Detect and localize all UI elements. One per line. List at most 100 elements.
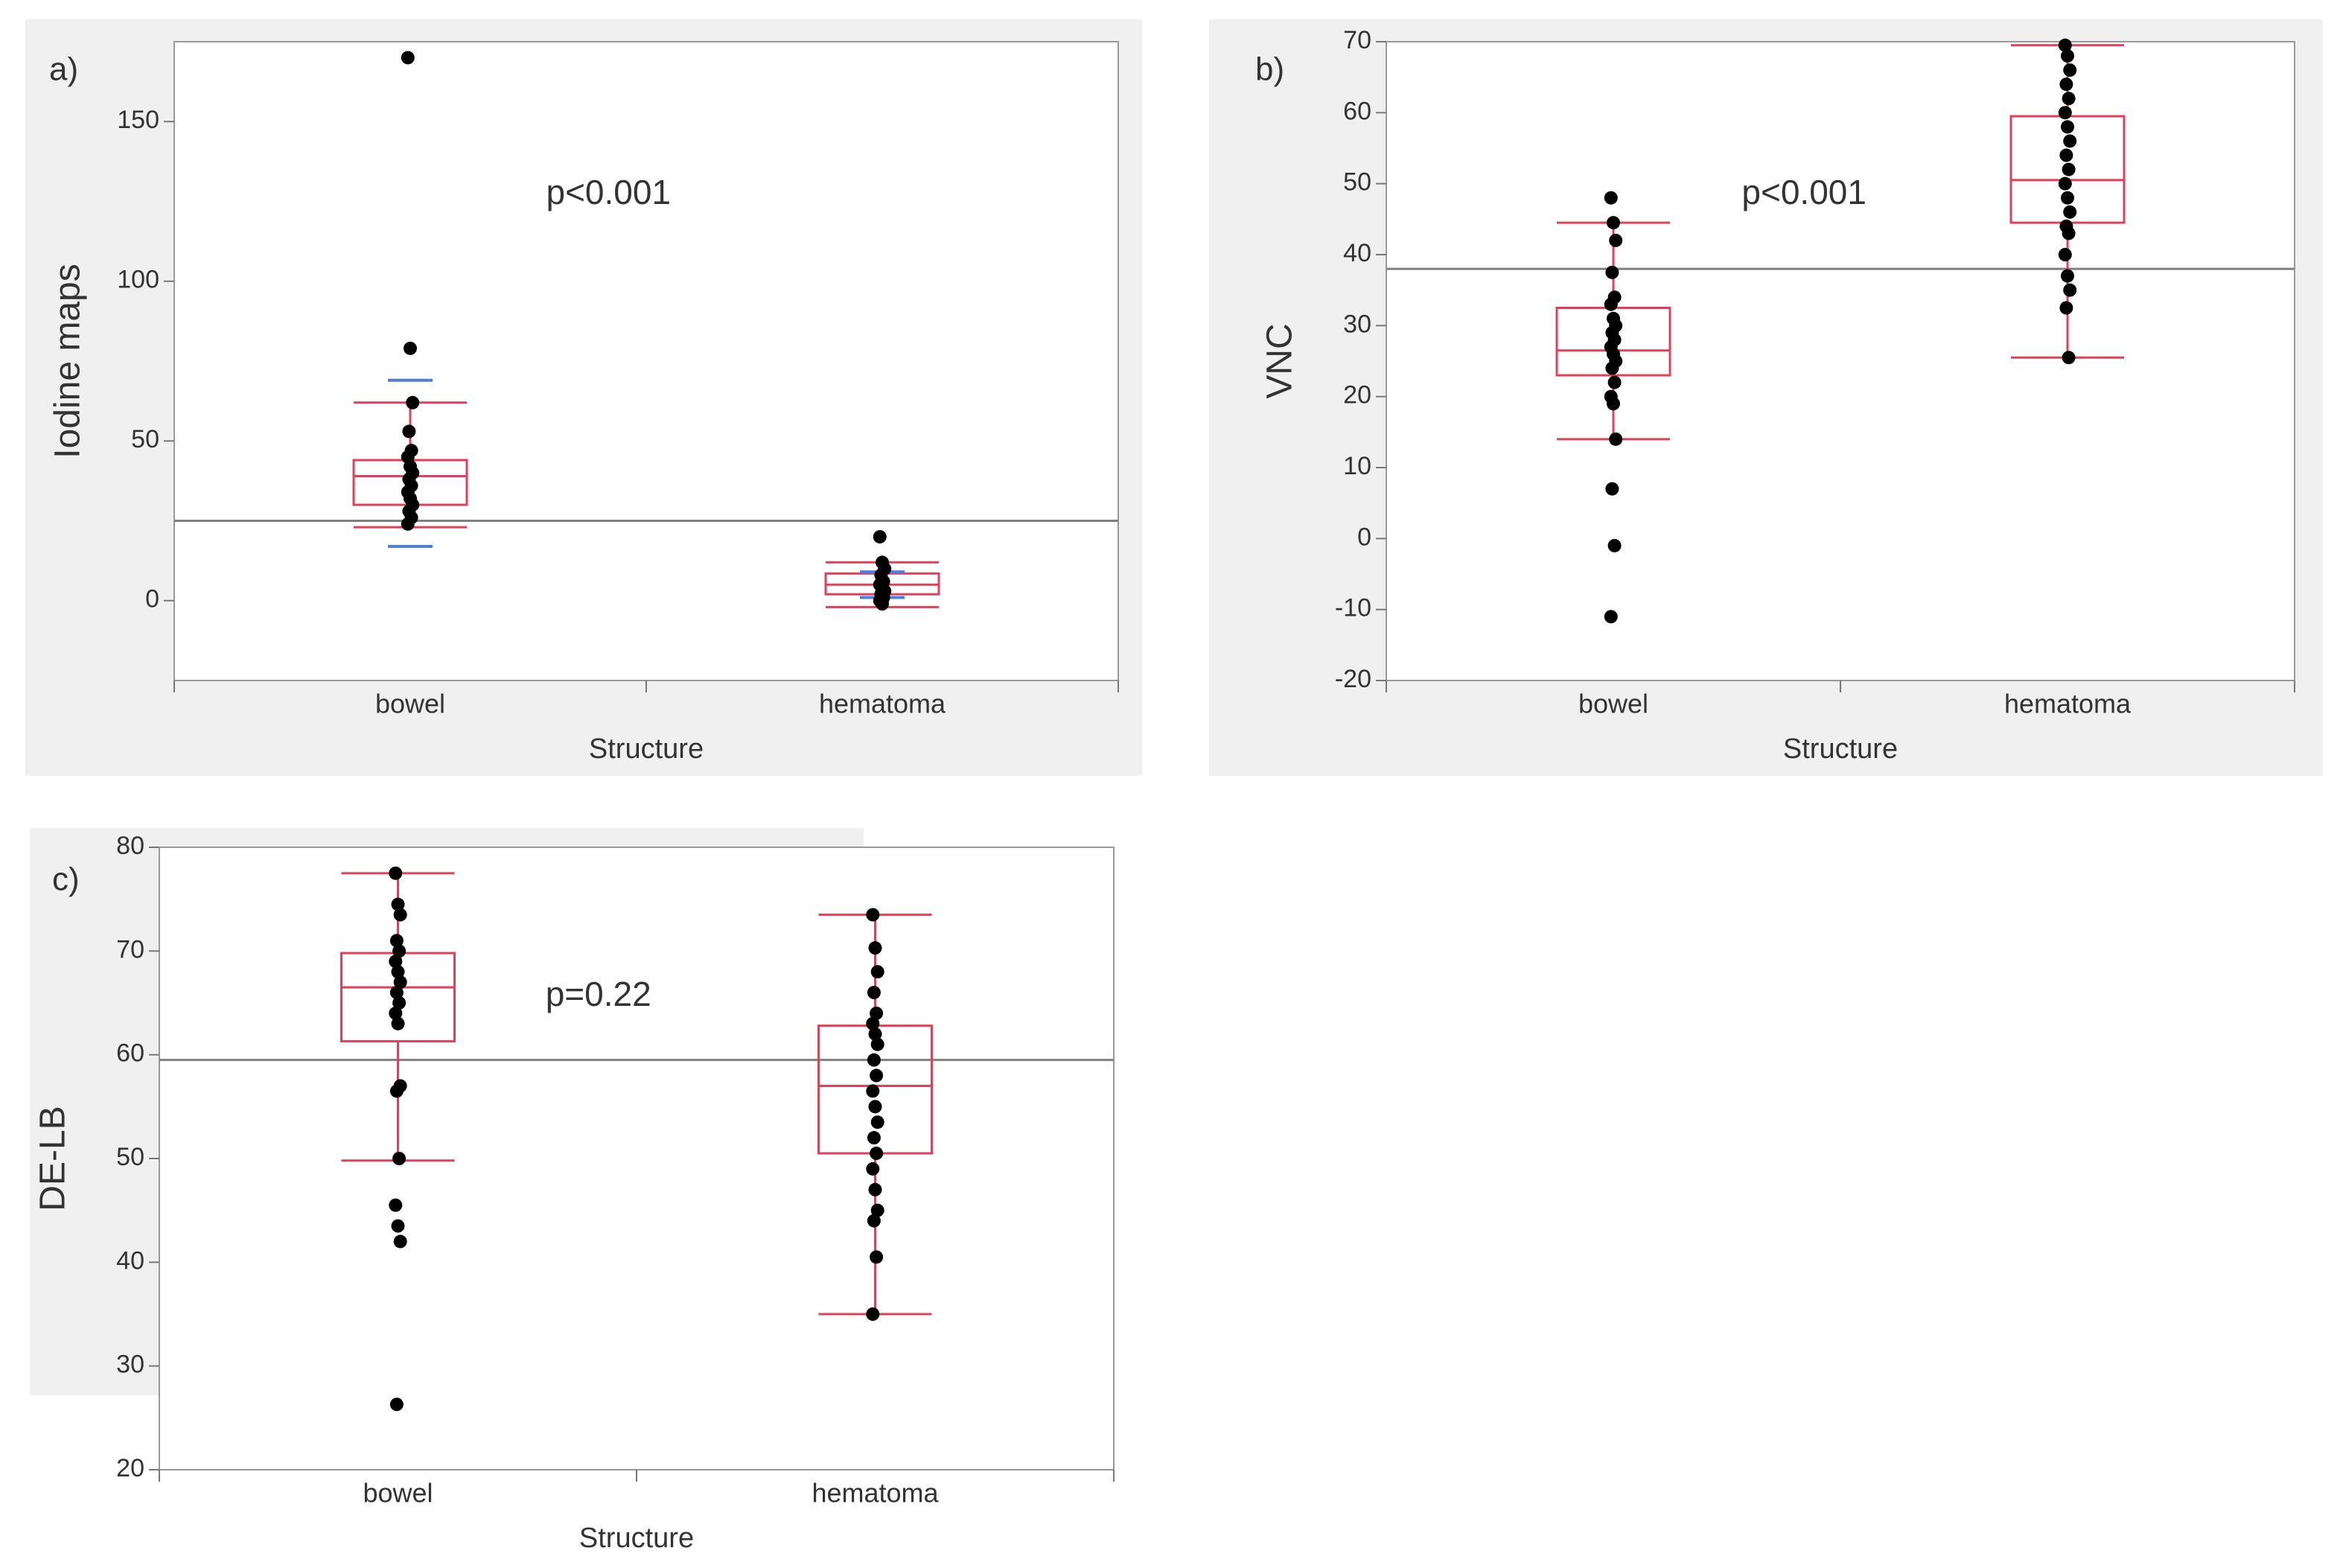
data-point [1604,610,1618,624]
y-tick-label: 40 [1343,239,1371,267]
data-point [2059,77,2073,92]
data-point [867,986,881,1000]
y-tick-label: -20 [1335,665,1371,693]
data-point [389,866,403,880]
data-point [389,1006,403,1020]
data-point [868,1182,882,1196]
data-point [870,1115,884,1129]
data-point [866,1307,880,1321]
data-point [2062,351,2076,365]
data-point [867,1131,881,1145]
data-point [1607,538,1622,552]
x-axis-label: Structure [579,1523,694,1554]
data-point [1607,397,1620,411]
y-tick-label: 80 [116,832,144,860]
x-tick-label: bowel [363,1478,433,1508]
data-point [1609,233,1623,247]
panel-label: c) [52,861,80,898]
data-point [868,941,882,955]
data-point [406,395,420,409]
y-tick-label: 10 [1343,452,1371,480]
data-point [2063,283,2077,297]
data-point [867,1214,881,1228]
y-tick-label: 60 [116,1039,144,1068]
data-point [389,1084,404,1098]
data-point [391,897,405,911]
y-tick-label: 30 [1343,310,1371,338]
data-point [866,1161,880,1176]
y-tick-label: 30 [116,1351,144,1379]
data-point [392,996,407,1010]
data-point [870,1068,884,1083]
data-point [2063,134,2077,148]
data-point [870,1037,884,1051]
data-point [393,1234,407,1249]
data-point [401,517,415,531]
data-point [870,1006,884,1020]
data-point [1605,361,1619,375]
data-point [2059,148,2073,162]
data-point [1605,482,1619,496]
data-point [2063,63,2077,77]
data-point [867,1053,881,1067]
data-point [870,1203,884,1217]
data-point [401,51,415,65]
data-point [1609,432,1623,446]
data-point [2061,269,2074,283]
data-point [1604,191,1618,205]
data-point [392,1152,407,1165]
data-point [392,944,407,958]
data-point [1605,265,1619,279]
data-point [868,1027,882,1041]
data-point [391,1016,405,1030]
y-tick-label: 50 [131,425,159,453]
data-point [876,597,889,611]
data-point [2061,49,2074,63]
y-tick-label: 50 [116,1143,144,1171]
x-tick-label: bowel [375,689,445,719]
data-point [870,1147,884,1161]
annotation: p<0.001 [546,173,671,211]
data-point [393,975,407,989]
y-tick-label: -10 [1335,594,1371,622]
x-tick-label: bowel [1578,689,1648,719]
plot-area [1386,41,2295,681]
y-tick-label: 60 [1343,97,1371,125]
data-point [866,1016,880,1030]
data-point [391,1219,405,1233]
y-tick-label: 50 [1343,168,1371,197]
data-point [866,1084,880,1098]
data-point [2063,205,2077,219]
data-point [389,954,403,969]
annotation: p<0.001 [1741,173,1866,211]
panel-label: b) [1255,51,1284,88]
data-point [870,1250,884,1264]
data-point [402,424,416,439]
data-point [866,908,880,922]
y-tick-label: 0 [1357,523,1371,551]
plot-area [173,41,1119,681]
y-axis-label: DE-LB [34,1106,73,1211]
data-point [391,965,405,979]
data-point [393,908,407,922]
data-point [404,341,417,355]
y-tick-label: 70 [116,935,144,963]
data-point [2059,301,2073,315]
annotation: p=0.22 [546,975,651,1013]
data-point [2062,92,2076,106]
x-tick-label: hematoma [819,689,946,719]
panel-label: a) [49,51,78,88]
y-tick-label: 20 [1343,381,1371,409]
data-point [2061,191,2074,205]
data-point [1607,375,1622,389]
data-point [2058,248,2072,261]
x-tick-label: hematoma [2004,689,2132,719]
y-tick-label: 40 [116,1246,144,1275]
y-tick-label: 20 [116,1454,144,1482]
plot-area [159,847,1115,1470]
x-axis-label: Structure [589,733,704,765]
data-point [389,934,404,948]
data-point [2058,176,2072,191]
